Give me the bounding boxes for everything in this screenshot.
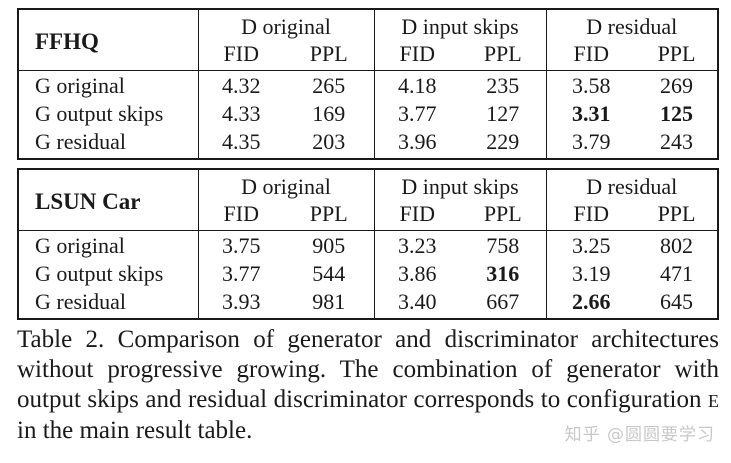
table-label: FFHQ <box>18 8 198 71</box>
table-cell: 229 <box>460 128 547 160</box>
table-row: G residual 4.35 203 3.96 229 3.79 243 <box>18 128 719 160</box>
column-header: PPL <box>657 201 696 226</box>
table-cell: 203 <box>284 128 375 160</box>
table-cell: 3.77 <box>373 100 461 128</box>
row-label: G original <box>18 70 198 100</box>
table-cell: 802 <box>636 230 719 260</box>
table-cell: 265 <box>284 70 375 100</box>
table-row: G output skips 4.33 169 3.77 127 3.31 12… <box>18 100 718 128</box>
column-group-header: D input skips <box>373 8 547 40</box>
table-cell: 544 <box>312 261 346 286</box>
caption-config: E <box>708 391 719 411</box>
table-caption: Table 2. Comparison of generator and dis… <box>17 325 719 446</box>
table-cell: 3.19 <box>545 260 637 288</box>
table-cell: 758 <box>460 230 547 260</box>
watermark: 知乎 @圆圆要学习 <box>564 425 715 445</box>
table-cell-best: 3.31 <box>545 100 637 128</box>
row-label: G residual <box>18 288 198 320</box>
column-group-header: D original <box>197 8 375 40</box>
column-header: FID <box>373 40 461 71</box>
table-cell: 127 <box>486 101 520 126</box>
column-header: FID <box>373 200 461 231</box>
table-cell: 905 <box>284 230 375 260</box>
table-cell: 3.58 <box>545 70 637 100</box>
table-cell: 3.96 <box>373 128 461 160</box>
table-cell: 3.79 <box>545 128 637 160</box>
column-group-header: D residual <box>545 8 719 40</box>
table-cell: 3.77 <box>197 260 284 288</box>
row-label: G output skips <box>35 261 164 286</box>
table-cell: 981 <box>284 288 375 320</box>
column-header: PPL <box>309 41 348 66</box>
table-cell: 4.32 <box>197 70 284 100</box>
column-header: FID <box>545 40 637 71</box>
column-header: PPL <box>657 41 696 66</box>
table-cell: 3.40 <box>373 288 461 320</box>
table-cell: 667 <box>460 288 547 320</box>
column-group-header: D original <box>197 168 375 200</box>
table-cell: 4.18 <box>373 70 461 100</box>
column-header: FID <box>545 200 637 231</box>
table-label: LSUN Car <box>18 168 198 231</box>
table-cell-best: 125 <box>660 101 694 126</box>
ffhq-table: FFHQ D original D input skips D residual… <box>17 8 720 160</box>
table-cell: 3.23 <box>373 230 461 260</box>
column-header: FID <box>197 200 284 231</box>
column-header: FID <box>197 40 284 71</box>
caption-tail: in the main result table. <box>17 417 253 444</box>
table-cell: 243 <box>636 128 719 160</box>
table-cell-best: 316 <box>486 261 520 286</box>
table-cell: 169 <box>312 101 346 126</box>
column-header: PPL <box>309 201 348 226</box>
table-cell: 3.75 <box>197 230 284 260</box>
table-cell-best: 2.66 <box>545 288 637 320</box>
table-cell: 3.25 <box>545 230 637 260</box>
table-cell: 3.86 <box>373 260 461 288</box>
row-label: G residual <box>18 128 198 160</box>
table-cell: 4.33 <box>197 100 284 128</box>
table-row: G residual 3.93 981 3.40 667 2.66 645 <box>18 288 719 320</box>
table-cell: 269 <box>636 70 719 100</box>
table-cell: 645 <box>636 288 719 320</box>
table-row: G output skips 3.77 544 3.86 316 3.19 47… <box>18 260 718 288</box>
table-cell: 3.93 <box>197 288 284 320</box>
column-header: PPL <box>483 201 522 226</box>
table-row: G original 4.32 265 4.18 235 3.58 269 <box>18 70 719 100</box>
table-cell: 471 <box>660 261 694 286</box>
column-group-header: D input skips <box>373 168 547 200</box>
lsun-car-table: LSUN Car D original D input skips D resi… <box>17 168 720 320</box>
column-header: PPL <box>483 41 522 66</box>
table-cell: 4.35 <box>197 128 284 160</box>
column-group-header: D residual <box>545 168 719 200</box>
row-label: G output skips <box>35 101 164 126</box>
table-cell: 235 <box>460 70 547 100</box>
caption-text: Table 2. Comparison of generator and dis… <box>17 326 719 413</box>
row-label: G original <box>18 230 198 260</box>
table-row: G original 3.75 905 3.23 758 3.25 802 <box>18 230 719 260</box>
